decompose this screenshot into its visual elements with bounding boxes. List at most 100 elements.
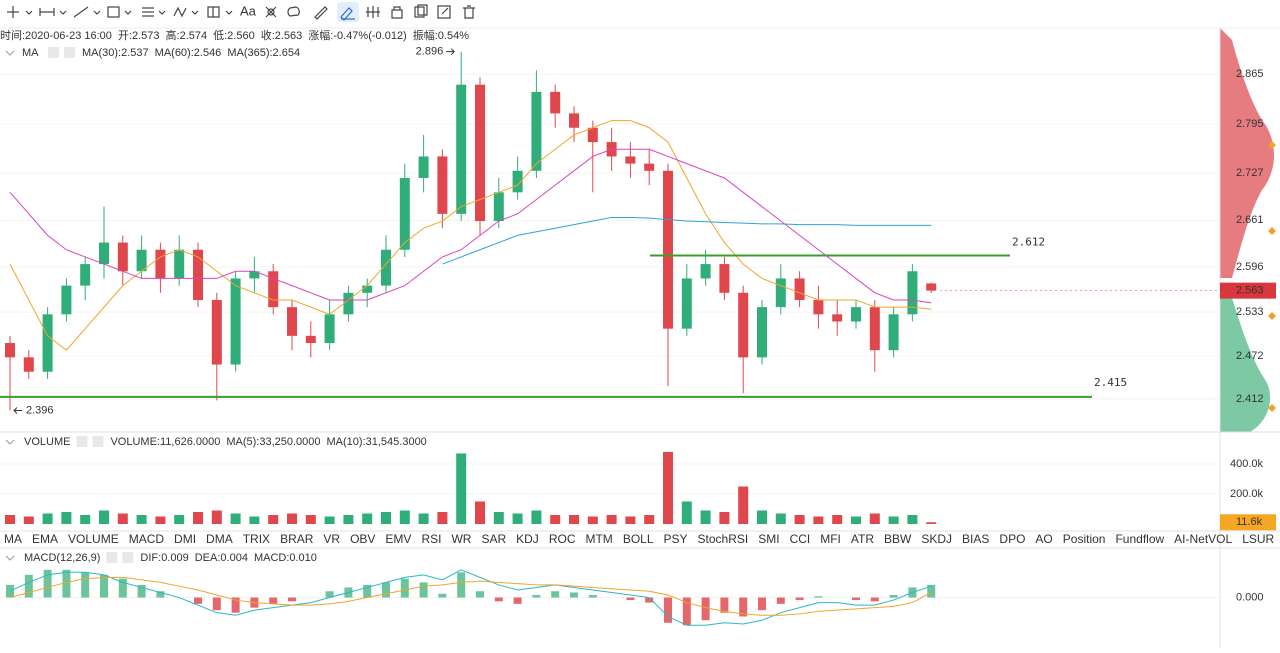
measure-tool[interactable] (207, 6, 233, 18)
indicator-tab[interactable]: StochRSI (698, 532, 749, 546)
indicator-tab[interactable]: WR (451, 532, 471, 546)
indicator-tab[interactable]: VR (323, 532, 340, 546)
info-item: 开:2.573 (118, 30, 160, 42)
close-icon[interactable] (64, 47, 75, 58)
last-price-tag (1220, 282, 1276, 299)
indicator-tab[interactable]: DPO (999, 532, 1025, 546)
collapse-icon[interactable] (5, 439, 15, 445)
ruler-tool[interactable] (314, 6, 328, 20)
indicator-tab[interactable]: Position (1063, 532, 1106, 546)
price-level-label: 2.612 (1012, 235, 1045, 248)
marker (1268, 312, 1276, 320)
candle-body (531, 91, 542, 171)
delete-tool[interactable] (463, 5, 475, 19)
macd-bar (400, 578, 409, 598)
volume-profile-upper (1220, 28, 1274, 278)
info-item: 高:2.574 (166, 28, 208, 42)
candle-body (663, 170, 673, 329)
volume-bar (493, 511, 504, 524)
legend-item: MA(365):2.654 (227, 47, 300, 59)
indicator-tab[interactable]: MFI (820, 532, 841, 546)
shape-tool[interactable] (107, 6, 132, 18)
indicator-tab[interactable]: SAR (481, 532, 506, 546)
settings-icon[interactable] (48, 47, 59, 58)
toolbar: Aa (7, 2, 475, 22)
indicator-tab[interactable]: MACD (129, 532, 165, 546)
candle-body (5, 343, 15, 358)
wave-tool[interactable] (173, 6, 199, 18)
indicator-tab[interactable]: PSY (664, 532, 688, 546)
info-item: 低:2.560 (213, 29, 255, 42)
indicator-tab[interactable]: BRAR (280, 532, 314, 546)
indicator-tab[interactable]: TRIX (243, 532, 270, 546)
lock-tool[interactable] (391, 6, 403, 19)
macd-bar (645, 597, 654, 603)
draw-tool[interactable] (340, 7, 355, 21)
close-icon[interactable] (92, 436, 104, 447)
macd-bar (269, 597, 278, 604)
crosshair-tool[interactable] (7, 6, 33, 18)
edit-tool[interactable] (437, 5, 451, 19)
indicator-tab[interactable]: LSUR (1242, 532, 1274, 546)
candle-body (362, 285, 373, 293)
macd-bar (156, 591, 165, 598)
collapse-icon[interactable] (5, 50, 15, 56)
volume-bar (193, 511, 203, 524)
volume-bar (550, 514, 561, 524)
macd-bar (288, 597, 296, 602)
macd-bar (870, 597, 879, 602)
indicator-tab[interactable]: CCI (790, 532, 811, 546)
volume-bar (606, 514, 617, 524)
indicator-tab[interactable]: SMI (758, 532, 779, 546)
indicator-tab[interactable]: SKDJ (921, 532, 952, 546)
indicator-tab[interactable]: DMA (206, 532, 233, 546)
candle-body (569, 113, 579, 128)
macd-bar (551, 591, 560, 598)
volume-bar (5, 514, 15, 524)
candle-body (249, 271, 260, 279)
close-icon[interactable] (122, 552, 134, 563)
candle-body (757, 307, 767, 358)
pattern-tool[interactable] (265, 6, 277, 18)
candle-body (700, 264, 711, 279)
price-level-label: 2.415 (1094, 376, 1127, 389)
indicator-tab[interactable]: AO (1035, 532, 1052, 546)
copy-tool[interactable] (414, 4, 428, 18)
indicator-tab[interactable]: VOLUME (68, 532, 119, 546)
indicator-tab[interactable]: BIAS (962, 532, 989, 546)
fib-tool[interactable] (142, 7, 166, 17)
magnet-tool[interactable] (287, 6, 300, 17)
indicator-tab[interactable]: KDJ (516, 532, 539, 546)
indicator-tab[interactable]: BBW (884, 532, 912, 546)
indicator-tab[interactable]: AI-NetVOL (1174, 532, 1232, 546)
y-tick-label: 0.000 (1236, 591, 1264, 603)
indicator-tab[interactable]: ROC (549, 532, 576, 546)
settings-icon[interactable] (76, 436, 88, 447)
indicator-tab[interactable]: OBV (350, 532, 375, 546)
collapse-icon[interactable] (5, 555, 15, 561)
indicator-tab[interactable]: RSI (421, 532, 441, 546)
macd-bar (419, 582, 428, 598)
macd-bar (513, 597, 522, 604)
volume-bar (211, 510, 222, 524)
volume-bar (644, 514, 655, 524)
candle-body (437, 156, 448, 214)
candle-body (287, 307, 297, 336)
text-tool[interactable]: Aa (240, 3, 257, 18)
indicator-tab[interactable]: BOLL (623, 532, 654, 546)
indicator-tab[interactable]: EMA (32, 532, 58, 546)
candle-tool[interactable] (366, 6, 380, 18)
indicator-tab[interactable]: DMI (174, 532, 196, 546)
line-tool[interactable] (39, 8, 67, 16)
indicator-tab[interactable]: Fundflow (1115, 532, 1164, 546)
macd-bar (457, 572, 466, 598)
candle-body (832, 314, 843, 322)
legend-item: MA(60):2.546 (155, 47, 222, 59)
indicator-tab[interactable]: ATR (851, 532, 874, 546)
indicator-tab[interactable]: MTM (585, 532, 612, 546)
indicator-tab[interactable]: EMV (385, 532, 411, 546)
trend-tool[interactable] (73, 6, 101, 18)
settings-icon[interactable] (106, 552, 118, 563)
candle-body (851, 307, 861, 322)
indicator-tab[interactable]: MA (4, 532, 22, 546)
